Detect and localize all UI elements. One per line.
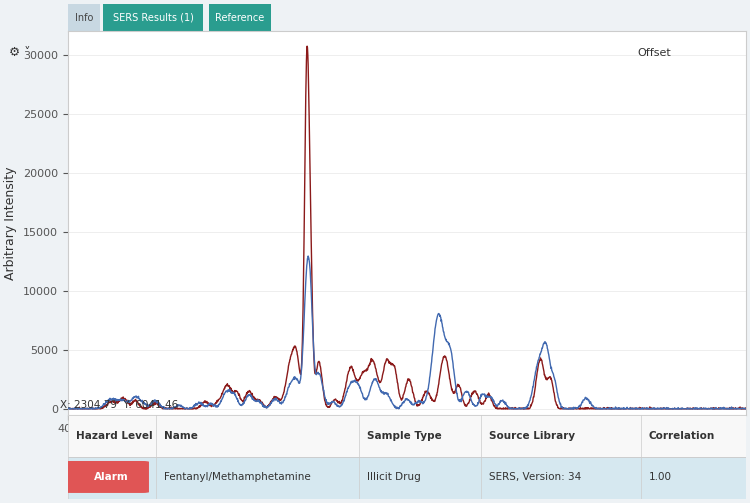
- Text: Sample Type: Sample Type: [368, 431, 442, 441]
- FancyBboxPatch shape: [64, 461, 149, 493]
- Bar: [68, 457, 746, 499]
- Text: X: 2304.79  Y: 6041.46: X: 2304.79 Y: 6041.46: [60, 400, 178, 410]
- Text: Fentanyl/Methamphetamine: Fentanyl/Methamphetamine: [164, 471, 310, 481]
- Bar: [68, 4, 100, 31]
- Text: SERS, Version: 34: SERS, Version: 34: [490, 471, 582, 481]
- Bar: [209, 4, 271, 31]
- Text: Name: Name: [164, 431, 198, 441]
- Text: Info: Info: [75, 13, 93, 23]
- Bar: [103, 4, 203, 31]
- Text: Illicit Drug: Illicit Drug: [368, 471, 421, 481]
- Text: Correlation: Correlation: [649, 431, 715, 441]
- Text: SERS Results (1): SERS Results (1): [112, 13, 194, 23]
- Text: Reference: Reference: [215, 13, 265, 23]
- Text: Offset: Offset: [638, 48, 671, 58]
- Text: Alarm: Alarm: [94, 471, 129, 481]
- Bar: [68, 415, 746, 457]
- Text: 1.00: 1.00: [649, 471, 672, 481]
- Text: Hazard Level: Hazard Level: [76, 431, 152, 441]
- Y-axis label: Arbitrary Intensity: Arbitrary Intensity: [4, 166, 17, 280]
- Text: Source Library: Source Library: [490, 431, 575, 441]
- X-axis label: Wavenumbers: Wavenumbers: [362, 440, 452, 453]
- Text: ⚙ ˅: ⚙ ˅: [9, 46, 31, 59]
